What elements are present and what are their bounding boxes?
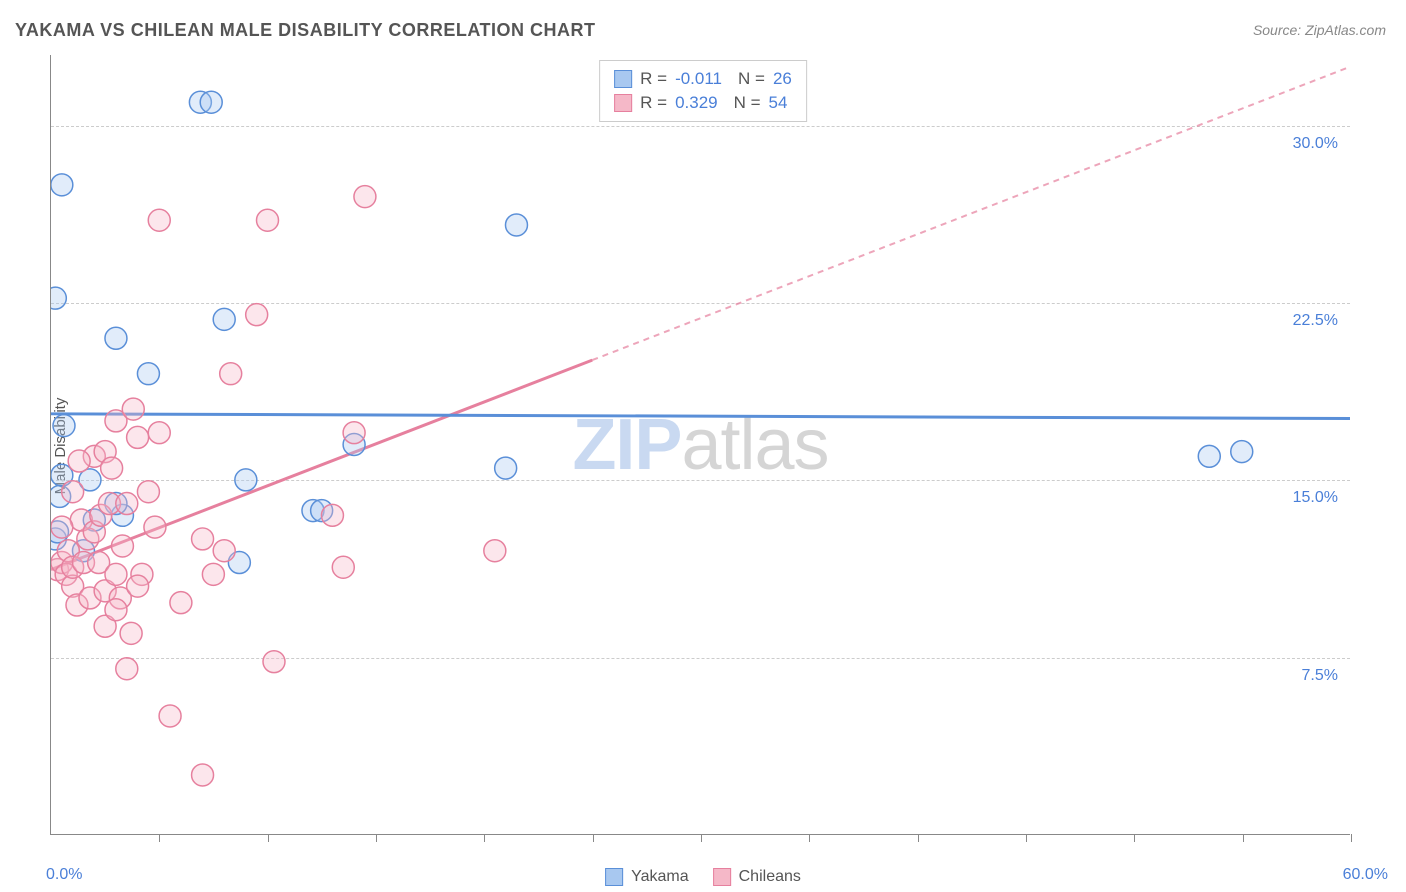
legend-r-label-2: R =: [640, 93, 667, 113]
x-tick: [159, 834, 160, 842]
legend-item-chileans: Chileans: [713, 868, 801, 886]
data-point-chileans: [111, 535, 133, 557]
data-point-yakama: [105, 327, 127, 349]
data-point-chileans: [105, 599, 127, 621]
data-point-yakama: [213, 308, 235, 330]
legend-r-value-chileans: 0.329: [675, 93, 718, 113]
data-point-chileans: [257, 209, 279, 231]
plot-svg: [51, 55, 1350, 834]
x-tick: [268, 834, 269, 842]
data-point-yakama: [137, 363, 159, 385]
data-point-chileans: [321, 504, 343, 526]
x-tick: [1134, 834, 1135, 842]
legend-bottom-swatch-chileans: [713, 868, 731, 886]
data-point-yakama: [505, 214, 527, 236]
data-point-chileans: [354, 186, 376, 208]
legend-bottom-swatch-yakama: [605, 868, 623, 886]
legend-r-value-yakama: -0.011: [675, 69, 722, 89]
data-point-yakama: [235, 469, 257, 491]
data-point-chileans: [144, 516, 166, 538]
x-axis-max-label: 60.0%: [1343, 866, 1388, 884]
legend-label-yakama: Yakama: [631, 868, 689, 886]
data-point-chileans: [116, 658, 138, 680]
legend-label-chileans: Chileans: [739, 868, 801, 886]
data-point-chileans: [105, 563, 127, 585]
chart-title: YAKAMA VS CHILEAN MALE DISABILITY CORREL…: [15, 20, 596, 41]
data-point-chileans: [101, 457, 123, 479]
data-point-yakama: [1231, 441, 1253, 463]
x-axis-min-label: 0.0%: [46, 866, 82, 884]
x-tick: [1243, 834, 1244, 842]
x-tick: [484, 834, 485, 842]
x-tick: [376, 834, 377, 842]
data-point-yakama: [495, 457, 517, 479]
data-point-chileans: [192, 528, 214, 550]
legend-item-yakama: Yakama: [605, 868, 689, 886]
data-point-chileans: [220, 363, 242, 385]
legend-correlation: R = -0.011 N = 26 R = 0.329 N = 54: [599, 60, 807, 122]
data-point-chileans: [263, 651, 285, 673]
legend-row-chileans: R = 0.329 N = 54: [614, 91, 792, 115]
data-point-chileans: [246, 304, 268, 326]
chart-container: YAKAMA VS CHILEAN MALE DISABILITY CORREL…: [0, 0, 1406, 892]
legend-n-value-yakama: 26: [773, 69, 792, 89]
legend-n-label: N =: [738, 69, 765, 89]
data-point-yakama: [51, 287, 66, 309]
data-point-chileans: [122, 398, 144, 420]
data-point-chileans: [332, 556, 354, 578]
data-point-chileans: [51, 516, 73, 538]
regression-line-yakama: [51, 414, 1350, 419]
data-point-chileans: [159, 705, 181, 727]
data-point-chileans: [170, 592, 192, 614]
data-point-chileans: [484, 540, 506, 562]
legend-n-label-2: N =: [734, 93, 761, 113]
legend-swatch-chileans: [614, 94, 632, 112]
data-point-yakama: [53, 415, 75, 437]
data-point-chileans: [192, 764, 214, 786]
data-point-chileans: [68, 450, 90, 472]
data-point-chileans: [148, 209, 170, 231]
x-tick: [918, 834, 919, 842]
legend-n-value-chileans: 54: [769, 93, 788, 113]
legend-swatch-yakama: [614, 70, 632, 88]
data-point-chileans: [127, 426, 149, 448]
x-tick: [1351, 834, 1352, 842]
data-point-chileans: [137, 481, 159, 503]
data-point-yakama: [51, 174, 73, 196]
data-point-chileans: [120, 622, 142, 644]
x-tick: [1026, 834, 1027, 842]
x-tick: [701, 834, 702, 842]
data-point-chileans: [127, 575, 149, 597]
plot-area: ZIPatlas 7.5%15.0%22.5%30.0%: [50, 55, 1350, 835]
legend-r-label: R =: [640, 69, 667, 89]
data-point-chileans: [62, 481, 84, 503]
data-point-yakama: [1198, 445, 1220, 467]
data-point-chileans: [213, 540, 235, 562]
data-point-chileans: [148, 422, 170, 444]
data-point-chileans: [202, 563, 224, 585]
data-point-chileans: [343, 422, 365, 444]
legend-series: Yakama Chileans: [605, 868, 801, 886]
source-attribution: Source: ZipAtlas.com: [1253, 22, 1386, 38]
data-point-yakama: [200, 91, 222, 113]
data-point-chileans: [116, 493, 138, 515]
x-tick: [593, 834, 594, 842]
legend-row-yakama: R = -0.011 N = 26: [614, 67, 792, 91]
x-tick: [809, 834, 810, 842]
